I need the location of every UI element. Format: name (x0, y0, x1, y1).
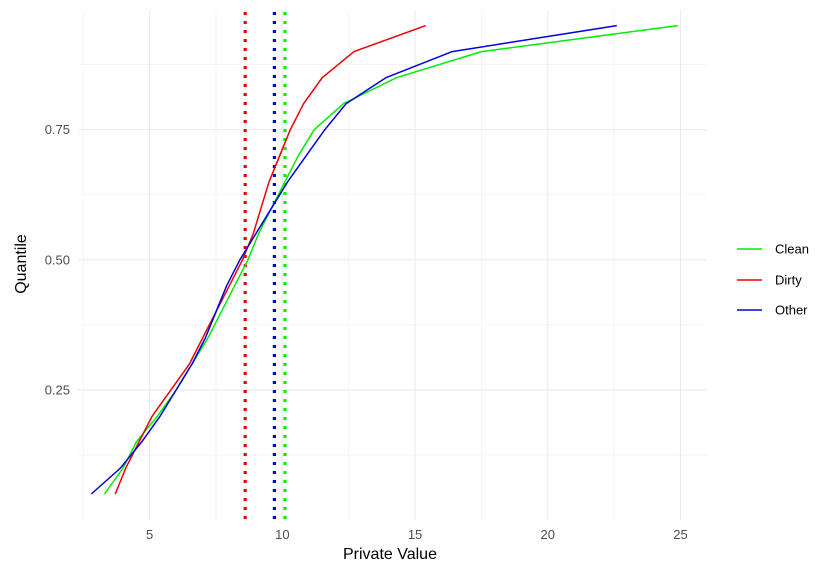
y-tick-label: 0.75 (45, 122, 70, 137)
series-lines (90, 24, 678, 495)
legend-item-dirty: Dirty (737, 273, 802, 288)
series-line-dirty (114, 24, 426, 495)
y-tick-label: 0.50 (45, 252, 70, 267)
y-tick-label: 0.25 (45, 382, 70, 397)
major-gridlines (78, 10, 707, 520)
x-axis-title: Private Value (343, 546, 437, 563)
median-reference-lines (243, 12, 287, 520)
y-axis-title: Quantile (13, 234, 30, 294)
minor-gridlines (78, 10, 707, 520)
legend-item-other: Other (737, 303, 808, 318)
series-line-other (90, 24, 617, 495)
series-line-clean (103, 24, 678, 495)
legend-label: Other (775, 303, 808, 318)
x-axis-ticks: 5 10 15 20 25 (146, 527, 688, 542)
x-tick-label: 15 (408, 527, 422, 542)
x-tick-label: 10 (275, 527, 289, 542)
legend-item-clean: Clean (737, 242, 809, 257)
x-tick-label: 20 (541, 527, 555, 542)
legend-label: Dirty (775, 273, 802, 288)
legend-label: Clean (775, 242, 809, 257)
legend: Clean Dirty Other (737, 242, 809, 318)
x-tick-label: 5 (146, 527, 153, 542)
y-axis-ticks: 0.25 0.50 0.75 (45, 122, 70, 397)
x-tick-label: 25 (673, 527, 687, 542)
